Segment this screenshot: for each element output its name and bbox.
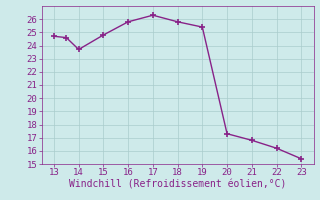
X-axis label: Windchill (Refroidissement éolien,°C): Windchill (Refroidissement éolien,°C) [69, 180, 286, 190]
